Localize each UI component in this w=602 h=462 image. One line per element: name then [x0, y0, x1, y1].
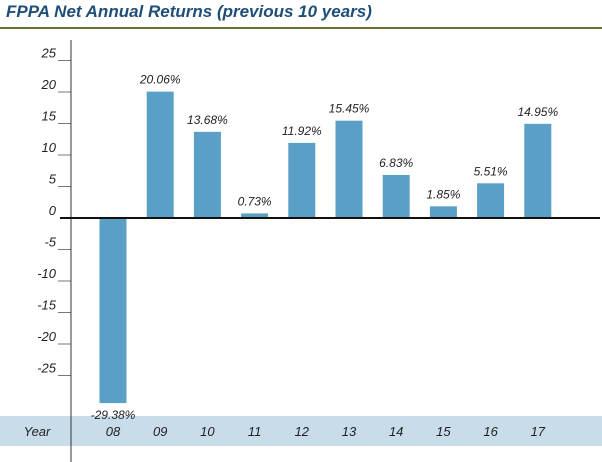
title-divider: [0, 27, 602, 29]
x-tick-label-16: 16: [483, 424, 498, 439]
bar-14: [382, 174, 410, 218]
y-tick-label: 5: [49, 172, 57, 187]
bar-12: [288, 142, 316, 218]
data-label-09: 20.06%: [139, 73, 181, 87]
bar-09: [146, 91, 174, 218]
x-tick-label-12: 12: [295, 424, 310, 439]
x-tick-label-11: 11: [248, 424, 262, 439]
data-label-11: 0.73%: [238, 194, 272, 208]
y-tick-label: -15: [37, 298, 57, 313]
data-label-14: 6.83%: [379, 156, 413, 170]
data-label-17: 14.95%: [517, 105, 558, 119]
bar-11: [241, 213, 269, 218]
data-label-10: 13.68%: [187, 113, 228, 127]
x-axis-title: Year: [24, 424, 51, 439]
data-label-15: 1.85%: [426, 187, 460, 201]
x-tick-label-15: 15: [436, 424, 451, 439]
y-tick-label: 20: [41, 77, 57, 92]
y-tick-label: 15: [42, 109, 57, 124]
bar-15: [429, 206, 457, 218]
bars: [99, 91, 552, 404]
x-tick-label-14: 14: [389, 424, 403, 439]
y-tick-label: -20: [37, 329, 57, 344]
y-tick-label: 25: [41, 46, 57, 61]
year-band: [0, 416, 602, 446]
x-tick-label-08: 08: [106, 424, 121, 439]
y-tick-label: 10: [42, 140, 57, 155]
bar-16: [477, 183, 505, 218]
y-tick-label: -5: [44, 235, 56, 250]
y-tick-label: -10: [37, 266, 57, 281]
bar-17: [524, 123, 552, 218]
data-label-08: -29.38%: [91, 408, 136, 422]
data-label-16: 5.51%: [474, 164, 508, 178]
bar-13: [335, 120, 363, 218]
data-label-12: 11.92%: [282, 124, 322, 138]
y-axis-ticks: 25 20 15 10 5 0 -5 -10 -15 -20 -25: [37, 46, 71, 376]
x-tick-label-10: 10: [200, 424, 215, 439]
bar-08: [99, 218, 127, 404]
y-tick-label: -25: [37, 361, 57, 376]
bar-10: [193, 131, 221, 218]
x-tick-label-17: 17: [531, 424, 546, 439]
x-tick-label-09: 09: [153, 424, 167, 439]
y-tick-label: 0: [49, 203, 57, 218]
data-labels: -29.38% 20.06% 13.68% 0.73% 11.92% 15.45% 6.83…: [91, 73, 559, 422]
chart-title: FPPA Net Annual Returns (previous 10 yea…: [6, 2, 372, 21]
data-label-13: 15.45%: [329, 102, 370, 116]
x-tick-label-13: 13: [342, 424, 357, 439]
x-axis-labels: Year 08 09 10 11 12 13 14 15 16 17: [24, 424, 546, 439]
